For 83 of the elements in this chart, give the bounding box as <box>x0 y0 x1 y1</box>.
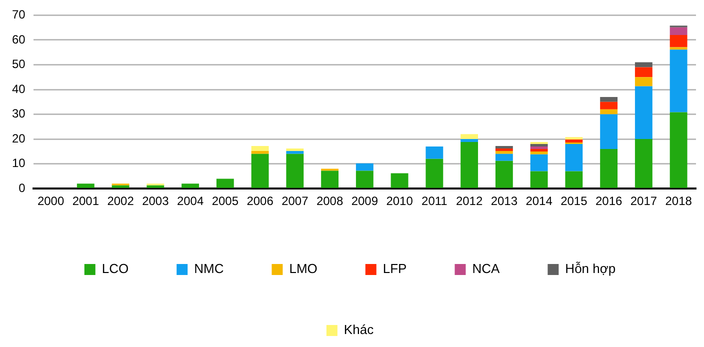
bar <box>670 50 688 112</box>
bar <box>356 163 374 171</box>
x-tick-label: 2008 <box>316 194 344 208</box>
bar <box>460 134 478 140</box>
bar <box>565 171 583 188</box>
bar <box>356 170 374 188</box>
x-tick-label: 2010 <box>386 194 414 208</box>
bar <box>670 35 688 48</box>
legend-label: LFP <box>382 261 407 276</box>
x-tick-label: 2002 <box>107 194 134 208</box>
bar <box>460 139 478 142</box>
bar <box>216 178 234 188</box>
bar <box>530 171 548 188</box>
x-tick-label: 2000 <box>37 194 64 208</box>
x-tick-label: 2012 <box>456 194 483 208</box>
y-tick-label: 40 <box>12 82 26 96</box>
bar <box>565 137 583 140</box>
x-tick-label: 2009 <box>351 194 378 208</box>
bar <box>634 77 652 86</box>
bar <box>426 158 444 188</box>
legend-label: NMC <box>194 261 224 276</box>
legend-label: LCO <box>102 261 129 276</box>
bar <box>670 47 688 50</box>
x-tick-label: 2016 <box>595 194 622 208</box>
bar <box>530 154 548 172</box>
bar <box>321 170 339 188</box>
bar <box>634 139 652 188</box>
bar <box>600 102 618 110</box>
x-tick-label: 2014 <box>526 194 553 208</box>
y-tick-label: 20 <box>12 131 26 146</box>
y-tick-label: 70 <box>12 8 26 22</box>
x-tick-label: 2001 <box>72 194 100 208</box>
bar <box>530 151 548 154</box>
bar <box>670 112 688 188</box>
bar <box>634 67 652 78</box>
x-tick-label: 2017 <box>630 194 658 208</box>
y-tick-label: 60 <box>12 32 26 46</box>
bar <box>670 27 688 36</box>
y-tick-label: 10 <box>12 156 26 170</box>
x-tick-label: 2007 <box>282 194 309 208</box>
x-tick-label: 2013 <box>490 194 518 208</box>
bar <box>390 173 408 188</box>
x-tick-label: 2005 <box>212 194 239 208</box>
bar <box>286 150 304 154</box>
y-tick-label: 50 <box>12 57 26 72</box>
bar <box>146 185 164 188</box>
x-tick-label: 2011 <box>422 194 448 208</box>
bar <box>460 142 478 188</box>
bar <box>286 154 304 188</box>
legend-label: NCA <box>472 261 500 276</box>
bar <box>530 148 548 152</box>
bar <box>251 150 269 154</box>
bar <box>600 96 618 102</box>
legend-label: Khác <box>344 322 374 338</box>
bar <box>565 140 583 143</box>
y-tick-label: 0 <box>18 180 26 195</box>
bar <box>634 62 652 68</box>
bar <box>112 185 130 188</box>
legend-label: LMO <box>289 261 318 276</box>
bar <box>426 146 444 159</box>
bar <box>286 148 304 151</box>
bar <box>495 160 513 188</box>
x-tick-label: 2015 <box>560 194 588 208</box>
bar <box>600 109 618 114</box>
bar <box>600 148 618 188</box>
bar <box>495 150 513 154</box>
bar <box>565 144 583 172</box>
bar <box>251 146 269 151</box>
bar <box>182 184 200 188</box>
bar <box>530 146 548 149</box>
bar <box>495 148 513 151</box>
bar <box>600 114 618 149</box>
x-tick-label: 2003 <box>142 194 170 208</box>
bar <box>495 146 513 148</box>
bar <box>76 184 94 188</box>
bar <box>251 154 269 188</box>
x-tick-label: 2006 <box>246 194 274 208</box>
legend-label: Hỗn hợp <box>565 261 616 276</box>
y-tick-label: 30 <box>12 106 26 121</box>
bar <box>634 86 652 140</box>
bar <box>495 154 513 161</box>
x-tick-label: 2018 <box>665 194 692 208</box>
x-tick-label: 2004 <box>176 194 204 208</box>
